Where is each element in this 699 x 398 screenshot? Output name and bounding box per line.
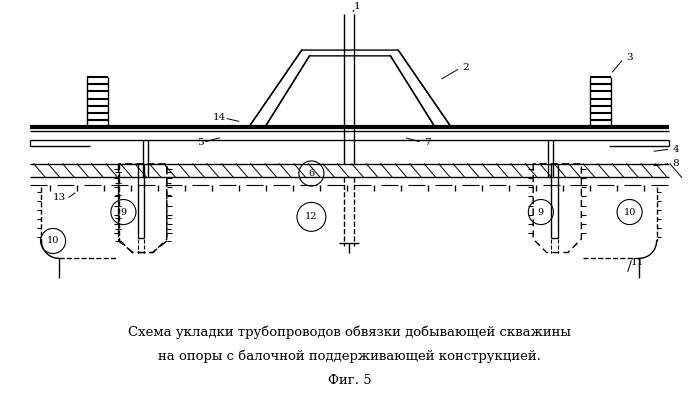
Text: 12: 12 xyxy=(305,213,317,221)
Text: Фиг. 5: Фиг. 5 xyxy=(328,374,371,387)
Text: 10: 10 xyxy=(624,207,636,217)
Text: 2: 2 xyxy=(462,63,469,72)
Text: 6: 6 xyxy=(308,169,315,178)
Text: 13: 13 xyxy=(52,193,66,202)
Text: 9: 9 xyxy=(538,207,544,217)
Text: 10: 10 xyxy=(47,236,59,246)
Text: 3: 3 xyxy=(626,53,633,62)
Text: 11: 11 xyxy=(630,258,644,267)
Text: 4: 4 xyxy=(672,145,679,154)
Text: 7: 7 xyxy=(424,138,431,147)
Text: Схема укладки трубопроводов обвязки добывающей скважины: Схема укладки трубопроводов обвязки добы… xyxy=(128,326,571,339)
Text: 1: 1 xyxy=(354,2,360,11)
Text: 9: 9 xyxy=(120,207,127,217)
Text: 14: 14 xyxy=(213,113,226,122)
Text: на опоры с балочной поддерживающей конструкцией.: на опоры с балочной поддерживающей конст… xyxy=(158,350,541,363)
Text: 5: 5 xyxy=(197,138,204,147)
Text: 8: 8 xyxy=(672,159,679,168)
